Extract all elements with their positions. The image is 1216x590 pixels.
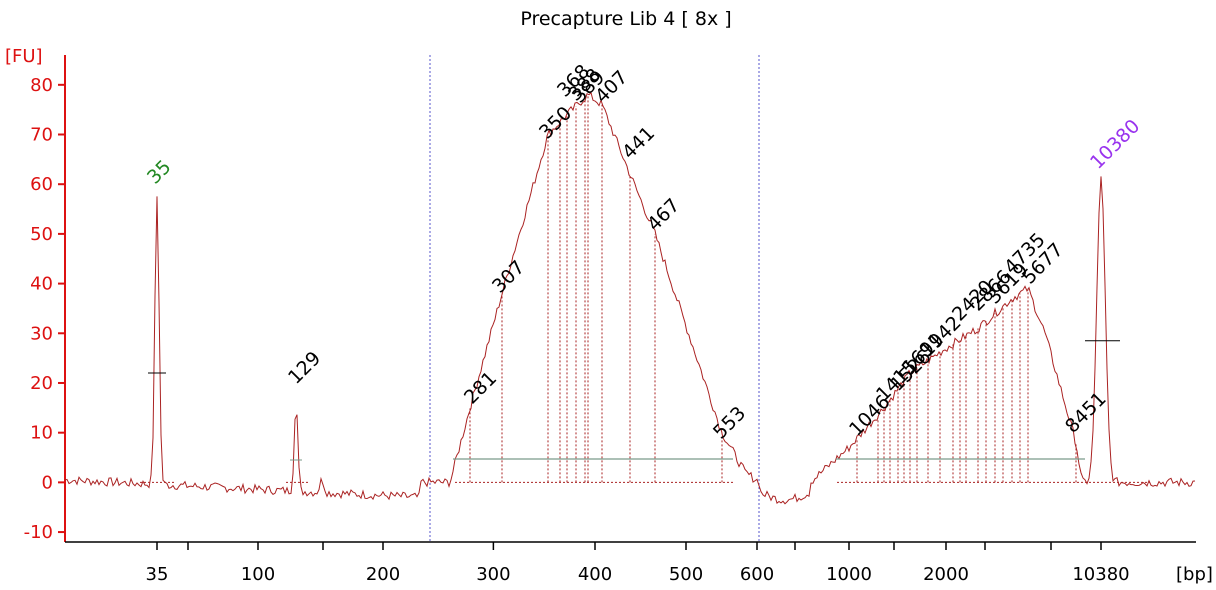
peak-label: 307: [488, 256, 529, 297]
peak-label: 281: [460, 367, 501, 408]
peak-label: 467: [643, 194, 684, 235]
y-tick-label: -10: [24, 522, 53, 543]
y-tick-label: 10: [30, 423, 53, 444]
peak-label: 129: [284, 347, 325, 388]
x-tick-label: 500: [669, 564, 703, 585]
chart-title: Precapture Lib 4 [ 8x ]: [520, 8, 731, 30]
x-tick-label: 1000: [826, 564, 872, 585]
x-tick-label: 400: [578, 564, 612, 585]
x-tick-label: 300: [476, 564, 510, 585]
peak-label: 10380: [1086, 115, 1144, 173]
y-tick-label: 0: [42, 472, 53, 493]
x-axis-label: [bp]: [1176, 564, 1213, 585]
x-tick-label: 600: [740, 564, 774, 585]
peak-label: 441: [618, 122, 659, 163]
peak-label: 35: [143, 156, 176, 189]
y-axis-label: [FU]: [5, 46, 43, 67]
x-tick-label: 200: [366, 564, 400, 585]
peak-label: 8451: [1061, 388, 1111, 438]
y-tick-label: 60: [30, 174, 53, 195]
y-tick-label: 50: [30, 224, 53, 245]
x-tick-label: 2000: [923, 564, 969, 585]
y-tick-label: 30: [30, 323, 53, 344]
trace-layer: [64, 91, 1196, 505]
x-tick-label: 100: [241, 564, 275, 585]
peak-label: 553: [709, 402, 750, 443]
y-tick-label: 70: [30, 125, 53, 146]
x-tick-label: 10380: [1072, 564, 1129, 585]
x-tick-label: 35: [146, 564, 169, 585]
y-tick-label: 40: [30, 274, 53, 295]
plot-area: -10 0 10 20 30 40 50 60 70 80 35 100 200 300 400 500 600…: [24, 55, 1196, 585]
y-tick-label: 20: [30, 373, 53, 394]
y-tick-label: 80: [30, 75, 53, 96]
